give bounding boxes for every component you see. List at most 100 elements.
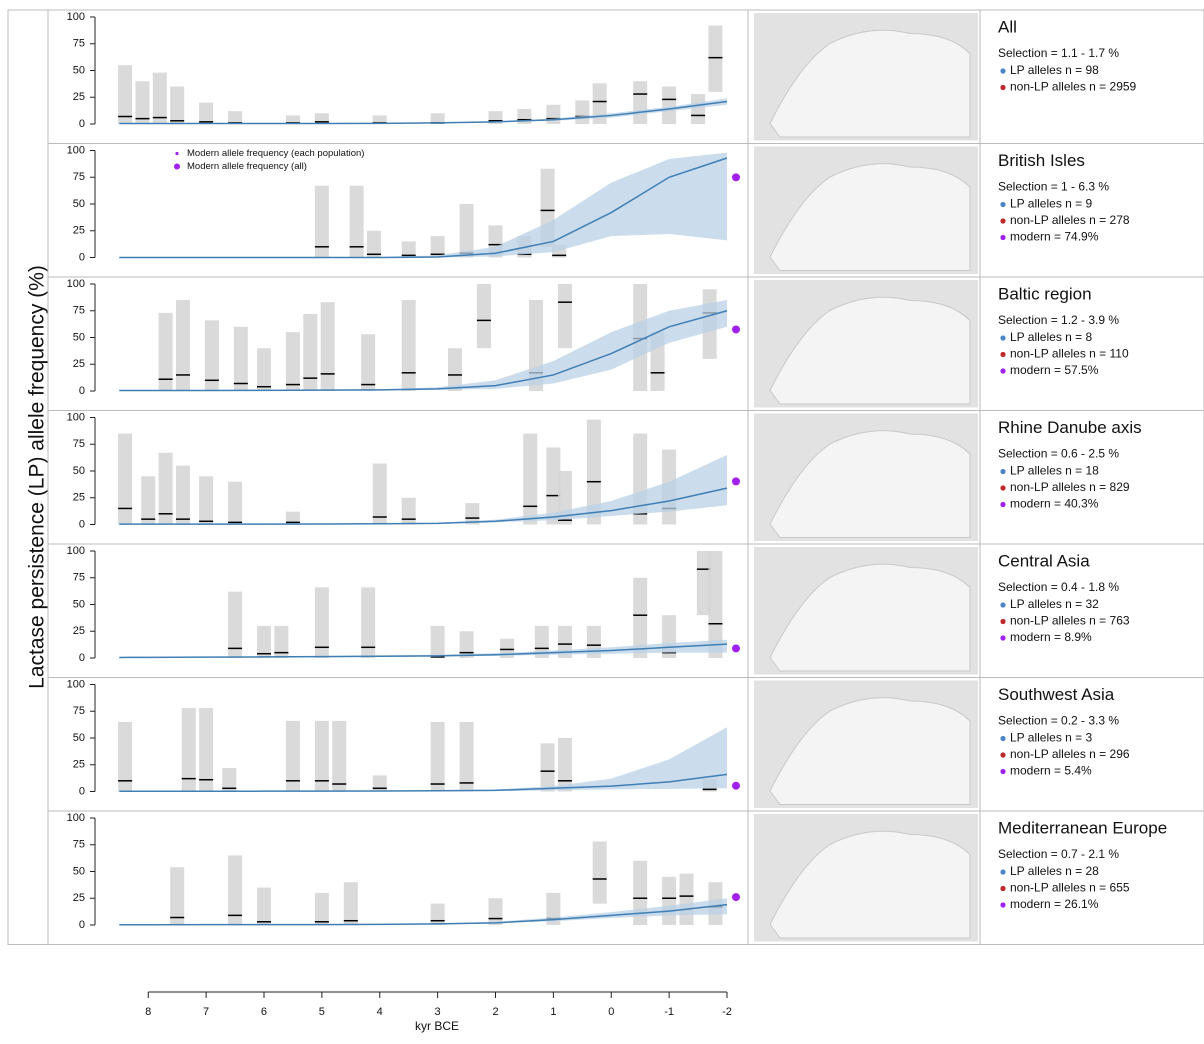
bin-range	[118, 721, 133, 792]
legend-text: LP alleles n = 98	[1010, 63, 1099, 77]
bin-range	[285, 511, 300, 525]
x-tick-label: 8	[145, 1006, 151, 1018]
bin-range	[401, 497, 416, 525]
fit-line	[119, 157, 728, 259]
legend-marker	[1000, 735, 1006, 742]
bin-range	[679, 873, 694, 925]
bin-range	[592, 83, 607, 124]
y-tick-label: 50	[73, 465, 85, 477]
selection: Selection = 0.6 - 2.5 %	[998, 447, 1119, 461]
fit-line	[119, 643, 728, 659]
bin-range	[430, 236, 445, 258]
bin-range	[343, 882, 358, 925]
legend-text: modern = 40.3%	[1010, 497, 1099, 511]
bin-range	[459, 204, 474, 258]
modern-point	[732, 173, 740, 182]
bin-range	[691, 94, 706, 124]
selection: Selection = 0.7 - 2.1 %	[998, 847, 1119, 861]
legend-marker	[1000, 68, 1006, 74]
map-land	[769, 430, 971, 538]
bin-range	[372, 115, 387, 124]
bin-range	[546, 104, 561, 124]
legend-marker	[1000, 602, 1006, 608]
panel-title: Central Asia	[998, 551, 1090, 570]
bin-range	[557, 738, 572, 792]
bin-range	[256, 887, 271, 925]
bin-range	[546, 447, 561, 525]
bin-range	[633, 577, 648, 658]
fit-line	[119, 100, 728, 125]
fit-band	[119, 727, 728, 792]
legend-text: non-LP alleles n = 296	[1010, 747, 1130, 761]
y-tick-label: 100	[67, 278, 85, 290]
panel-title: Baltic region	[998, 284, 1092, 303]
bin-range	[523, 433, 538, 525]
bin-range	[401, 241, 416, 258]
panel-title: British Isles	[998, 151, 1085, 170]
x-tick-label: 2	[492, 1006, 498, 1018]
y-tick-label: 0	[79, 118, 85, 130]
legend-marker	[1000, 501, 1006, 508]
bin-range	[285, 720, 300, 792]
bin-range	[256, 348, 271, 391]
y-tick-label: 50	[73, 732, 85, 744]
x-tick-label: 3	[435, 1006, 441, 1018]
legend-text: non-LP alleles n = 829	[1010, 480, 1130, 494]
panel-title: Rhine Danube axis	[998, 418, 1142, 437]
bin-range	[557, 284, 572, 349]
y-tick-label: 100	[67, 545, 85, 557]
map-land	[769, 29, 971, 138]
bin-range	[430, 721, 445, 792]
y-tick-label: 0	[79, 385, 85, 397]
bin-range	[158, 312, 173, 391]
bin-range	[170, 86, 185, 124]
legend-marker	[1000, 335, 1006, 341]
legend-text: modern = 57.5%	[1010, 363, 1099, 377]
y-tick-label: 75	[73, 839, 85, 851]
x-tick-label: 7	[203, 1006, 209, 1018]
bin-range	[366, 230, 381, 258]
y-tick-label: 75	[73, 305, 85, 317]
bin-range	[314, 113, 329, 124]
y-tick-label: 100	[67, 11, 85, 23]
legend-marker	[1000, 869, 1006, 875]
bin-range	[332, 720, 347, 792]
modern-point	[732, 325, 740, 334]
legend-text: modern = 8.9%	[1010, 630, 1092, 644]
bin-range	[534, 625, 549, 658]
selection: Selection = 1.2 - 3.9 %	[998, 313, 1119, 327]
legend-text: modern = 5.4%	[1010, 764, 1092, 778]
bin-range	[575, 100, 590, 124]
x-tick-label: 1	[550, 1006, 556, 1018]
bin-range	[540, 743, 555, 792]
legend-marker	[1000, 368, 1006, 374]
map-land	[769, 296, 971, 405]
bin-range	[349, 185, 364, 258]
y-tick-label: 0	[79, 919, 85, 931]
bin-range	[465, 503, 480, 525]
bin-range	[320, 302, 335, 391]
legend-text: Modern allele frequency (all)	[187, 161, 307, 172]
bin-range	[372, 775, 387, 792]
bin-range	[459, 721, 474, 792]
y-tick-label: 50	[73, 64, 85, 76]
y-tick-label: 25	[73, 225, 85, 237]
bin-range	[175, 465, 190, 525]
bin-range	[228, 591, 243, 658]
panel-title: Mediterranean Europe	[998, 818, 1167, 837]
bin-range	[141, 476, 156, 525]
x-tick-label: 4	[377, 1006, 383, 1018]
fit-line	[119, 773, 728, 793]
selection: Selection = 1.1 - 1.7 %	[998, 46, 1119, 60]
modern-point	[732, 781, 740, 790]
bin-range	[401, 300, 416, 391]
legend-marker	[1000, 351, 1006, 358]
map-land	[769, 563, 971, 672]
bin-range	[372, 463, 387, 525]
y-tick-label: 0	[79, 652, 85, 664]
fit-line	[119, 487, 728, 525]
bin-range	[199, 708, 214, 792]
y-tick-label: 25	[73, 625, 85, 637]
legend-marker	[1000, 885, 1006, 892]
